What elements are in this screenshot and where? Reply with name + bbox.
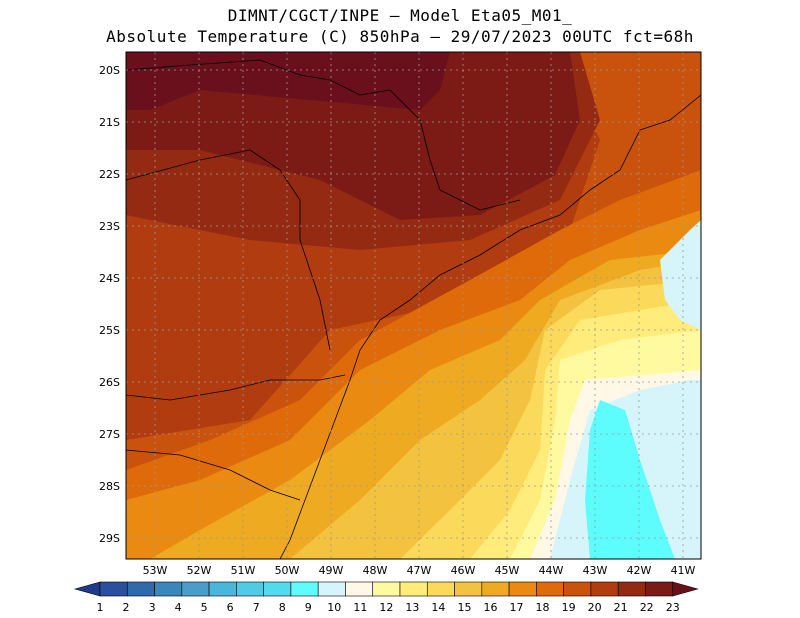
lon-label: 41W [671, 564, 696, 577]
state-border-2 [126, 149, 331, 351]
colorbar-label: 17 [510, 601, 524, 614]
colorbar-label: 13 [405, 601, 419, 614]
lat-label: 26S [99, 376, 120, 389]
colorbar-label: 16 [483, 601, 497, 614]
lat-label: 25S [99, 324, 120, 337]
colorbar-swatch [372, 581, 401, 597]
lon-label: 47W [407, 564, 432, 577]
lon-label: 49W [319, 564, 344, 577]
lat-label: 28S [99, 480, 120, 493]
colorbar-label: 3 [149, 601, 156, 614]
colorbar-swatch [345, 581, 374, 597]
colorbar-swatch [263, 581, 292, 597]
lat-label: 24S [99, 272, 120, 285]
latitude-labels: 20S 21S 22S 23S 24S 25S 26S 27S 28S 29S [99, 64, 120, 545]
lat-label: 23S [99, 220, 120, 233]
colorbar-swatch [454, 581, 483, 597]
colorbar-swatch [563, 581, 592, 597]
colorbar-label: 1 [97, 601, 104, 614]
lat-label: 20S [99, 64, 120, 77]
longitude-labels: 53W 52W 51W 50W 49W 48W 47W 46W 45W 44W 43W 42W 41W [143, 564, 696, 577]
colorbar-label: 5 [201, 601, 208, 614]
colorbar-swatch [99, 581, 128, 597]
colorbar-label: 19 [562, 601, 576, 614]
colorbar-swatch [181, 581, 210, 597]
gridlines [126, 52, 701, 559]
colorbar-label: 9 [305, 601, 312, 614]
colorbar-label: 12 [379, 601, 393, 614]
colorbar-label: 7 [253, 601, 260, 614]
state-border-4 [126, 449, 301, 501]
contour-22 [126, 52, 580, 220]
contour-9 [585, 400, 675, 559]
coastline [279, 94, 701, 559]
colorbar-label: 14 [431, 601, 445, 614]
map-frame [125, 51, 702, 560]
contour-10-east [660, 220, 701, 330]
lon-label: 42W [627, 564, 652, 577]
colorbar-label: 11 [353, 601, 367, 614]
colorbar-swatch [290, 581, 319, 597]
colorbar-label: 10 [327, 601, 341, 614]
lon-label: 46W [451, 564, 476, 577]
lon-label: 44W [539, 564, 564, 577]
colorbar-swatch [645, 581, 674, 597]
colorbar-swatch [208, 581, 237, 597]
temperature-field [126, 52, 701, 559]
colorbar-swatch [317, 581, 346, 597]
lat-label: 22S [99, 168, 120, 181]
colorbar-label: 23 [666, 601, 680, 614]
colorbar: 1 2 3 4 5 6 7 8 9 10 11 12 13 14 15 16 17 18 19 20 21 22 23 [73, 581, 699, 614]
state-border-1 [126, 59, 521, 211]
colorbar-swatch [536, 581, 564, 597]
lon-label: 43W [583, 564, 608, 577]
lon-label: 48W [363, 564, 388, 577]
title-line-2: Absolute Temperature (C) 850hPa – 29/07/… [106, 27, 694, 46]
title-line-1: DIMNT/CGCT/INPE – Model Eta05_M01_ [227, 6, 573, 25]
colorbar-label: 4 [175, 601, 182, 614]
colorbar-arrow-high [672, 581, 699, 597]
lat-label: 21S [99, 116, 120, 129]
colorbar-label: 20 [588, 601, 602, 614]
lat-label: 27S [99, 428, 120, 441]
lon-label: 51W [231, 564, 256, 577]
state-border-3 [126, 374, 346, 401]
colorbar-label: 2 [123, 601, 130, 614]
colorbar-label: 15 [457, 601, 471, 614]
colorbar-label: 8 [279, 601, 286, 614]
colorbar-label: 6 [227, 601, 234, 614]
lat-label: 29S [99, 532, 120, 545]
colorbar-label: 21 [614, 601, 628, 614]
colorbar-label: 18 [536, 601, 550, 614]
colorbar-label: 22 [640, 601, 654, 614]
colorbar-swatch [399, 581, 428, 597]
colorbar-swatch [126, 581, 155, 597]
colorbar-swatch [481, 581, 510, 597]
colorbar-swatch [236, 581, 264, 597]
colorbar-swatch [508, 581, 537, 597]
lon-label: 50W [275, 564, 300, 577]
colorbar-swatch [590, 581, 619, 597]
coastlines [126, 59, 701, 559]
colorbar-swatch [154, 581, 183, 597]
colorbar-swatch [426, 581, 455, 597]
contour-23 [126, 52, 450, 110]
colorbar-arrow-low [73, 581, 101, 597]
colorbar-swatch [617, 581, 646, 597]
lon-label: 52W [187, 564, 212, 577]
lon-label: 53W [143, 564, 168, 577]
lon-label: 45W [495, 564, 520, 577]
